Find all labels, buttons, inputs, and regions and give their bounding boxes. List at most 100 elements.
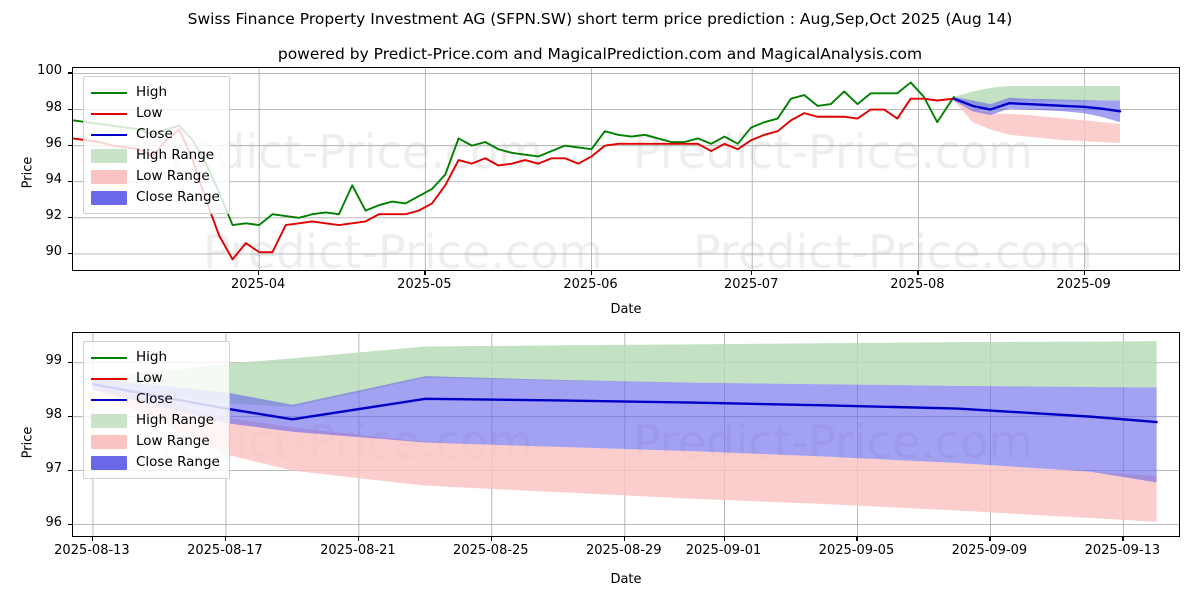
y-tick-mark <box>68 108 72 110</box>
legend-item-low-range: Low Range <box>91 431 220 452</box>
legend-swatch-line <box>91 128 127 142</box>
y-tick-mark <box>68 252 72 255</box>
x-tick-mark <box>989 537 991 541</box>
legend-item-high-range: High Range <box>91 145 220 166</box>
legend-item-high-range: High Range <box>91 410 220 431</box>
x-tick-mark <box>1122 537 1124 541</box>
legend-label: High Range <box>136 411 215 428</box>
legend-item-close-range: Close Range <box>91 187 220 208</box>
legend-label: Close <box>136 390 173 407</box>
legend-label: Close <box>136 125 173 142</box>
y-tick-mark <box>68 144 72 146</box>
bottom-y-tick-label: 99 <box>45 352 62 368</box>
chart-subtitle: powered by Predict-Price.com and Magical… <box>277 45 923 63</box>
legend-label: Low <box>136 369 163 386</box>
legend-swatch-band <box>91 190 127 205</box>
top-x-tick-label: 2025-09 <box>1056 277 1111 292</box>
legend-label: Low <box>136 104 163 121</box>
legend-item-low: Low <box>91 103 220 124</box>
legend-label: Low Range <box>136 167 210 184</box>
y-tick-mark <box>68 72 72 74</box>
band-high-range <box>92 341 1157 407</box>
x-tick-mark <box>623 537 625 541</box>
bottom-y-tick-label: 97 <box>45 460 62 476</box>
bottom-x-axis-label: Date <box>610 572 642 587</box>
legend-label: Low Range <box>136 432 210 449</box>
top-y-tick-label: 100 <box>37 63 62 79</box>
x-tick-mark <box>490 537 492 541</box>
y-tick-mark <box>68 180 72 182</box>
band-high-range <box>953 86 1121 108</box>
bottom-y-tick-label: 96 <box>45 514 62 530</box>
bottom-x-tick-label: 2025-09-13 <box>1084 543 1161 558</box>
series-line-close <box>91 383 1158 424</box>
legend-swatch-line <box>91 372 127 386</box>
legend-label: High Range <box>136 146 215 163</box>
x-tick-mark <box>856 537 858 541</box>
top-x-tick-label: 2025-08 <box>890 277 945 292</box>
y-tick-mark <box>68 216 72 219</box>
x-tick-mark <box>224 537 227 541</box>
legend-item-close-range: Close Range <box>91 452 220 473</box>
y-tick-mark <box>68 361 72 363</box>
legend-item-low: Low <box>91 368 220 389</box>
bottom-x-tick-label: 2025-08-17 <box>187 543 263 558</box>
legend-item-close: Close <box>91 389 220 410</box>
legend-swatch-line <box>91 393 127 407</box>
band-close-range <box>953 96 1121 123</box>
bottom-x-tick-label: 2025-08-13 <box>54 543 130 558</box>
bottom-chart-panel: Price Date Predict-Price.comPredict-Pric… <box>0 320 1200 600</box>
top-chart-panel: Price Date Predict-Price.com Predict-Pric… <box>21 63 1180 317</box>
legend-label: High <box>136 348 168 365</box>
bottom-x-tick-label: 2025-08-21 <box>320 543 396 558</box>
top-y-tick-label: 92 <box>45 207 62 223</box>
chart-title: Swiss Finance Property Investment AG (SF… <box>187 10 1013 28</box>
series-line-close <box>952 97 1122 113</box>
bottom-x-tick-label: 2025-09-05 <box>818 543 895 558</box>
watermark-text: Predict-Price.com <box>693 225 1093 271</box>
legend-label: High <box>136 83 168 100</box>
x-tick-mark <box>357 537 360 541</box>
top-plot-area[interactable]: Predict-Price.com Predict-Price.com Predic… <box>72 67 1180 271</box>
x-tick-mark <box>590 271 592 275</box>
y-tick-mark <box>68 469 72 471</box>
bottom-y-tick-label: 98 <box>45 406 62 422</box>
legend-swatch-line <box>91 351 127 365</box>
legend-swatch-line <box>91 86 127 100</box>
legend-label: Close Range <box>136 188 220 205</box>
watermark-text: Predict-Price.com <box>203 225 603 271</box>
top-x-tick-label: 2025-07 <box>724 277 779 292</box>
top-y-tick-label: 90 <box>45 243 62 259</box>
x-tick-mark <box>723 537 725 541</box>
bottom-x-tick-label: 2025-08-29 <box>586 543 662 558</box>
series-line-low <box>73 97 955 261</box>
legend-swatch-band <box>91 148 127 163</box>
top-x-tick-label: 2025-06 <box>563 277 618 292</box>
top-chart-legend: High Low Close High Range Low Range Close Ran… <box>83 76 230 214</box>
legend-item-high: High <box>91 82 220 103</box>
x-tick-mark <box>751 271 753 275</box>
top-y-tick-label: 94 <box>45 171 62 187</box>
top-x-axis-label: Date <box>610 302 642 317</box>
band-close-range <box>92 376 1157 483</box>
band-low-range <box>953 98 1121 143</box>
bottom-x-tick-label: 2025-09-09 <box>951 543 1028 558</box>
band-low-range <box>92 384 1157 522</box>
top-x-tick-label: 2025-04 <box>230 277 286 292</box>
y-tick-mark <box>68 415 72 417</box>
watermark-text: Predict-Price.com <box>633 125 1033 179</box>
legend-swatch-band <box>91 455 127 470</box>
x-tick-mark <box>917 271 919 275</box>
legend-label: Close Range <box>136 453 220 470</box>
legend-item-low-range: Low Range <box>91 166 220 187</box>
y-tick-mark <box>68 523 72 525</box>
bottom-x-tick-label: 2025-09-01 <box>685 543 762 558</box>
legend-swatch-band <box>91 434 127 449</box>
x-tick-mark <box>258 271 260 275</box>
legend-item-close: Close <box>91 124 220 145</box>
x-tick-mark <box>1083 271 1085 275</box>
top-y-tick-label: 96 <box>45 135 62 151</box>
top-x-tick-label: 2025-05 <box>397 277 452 292</box>
legend-swatch-band <box>91 169 127 184</box>
